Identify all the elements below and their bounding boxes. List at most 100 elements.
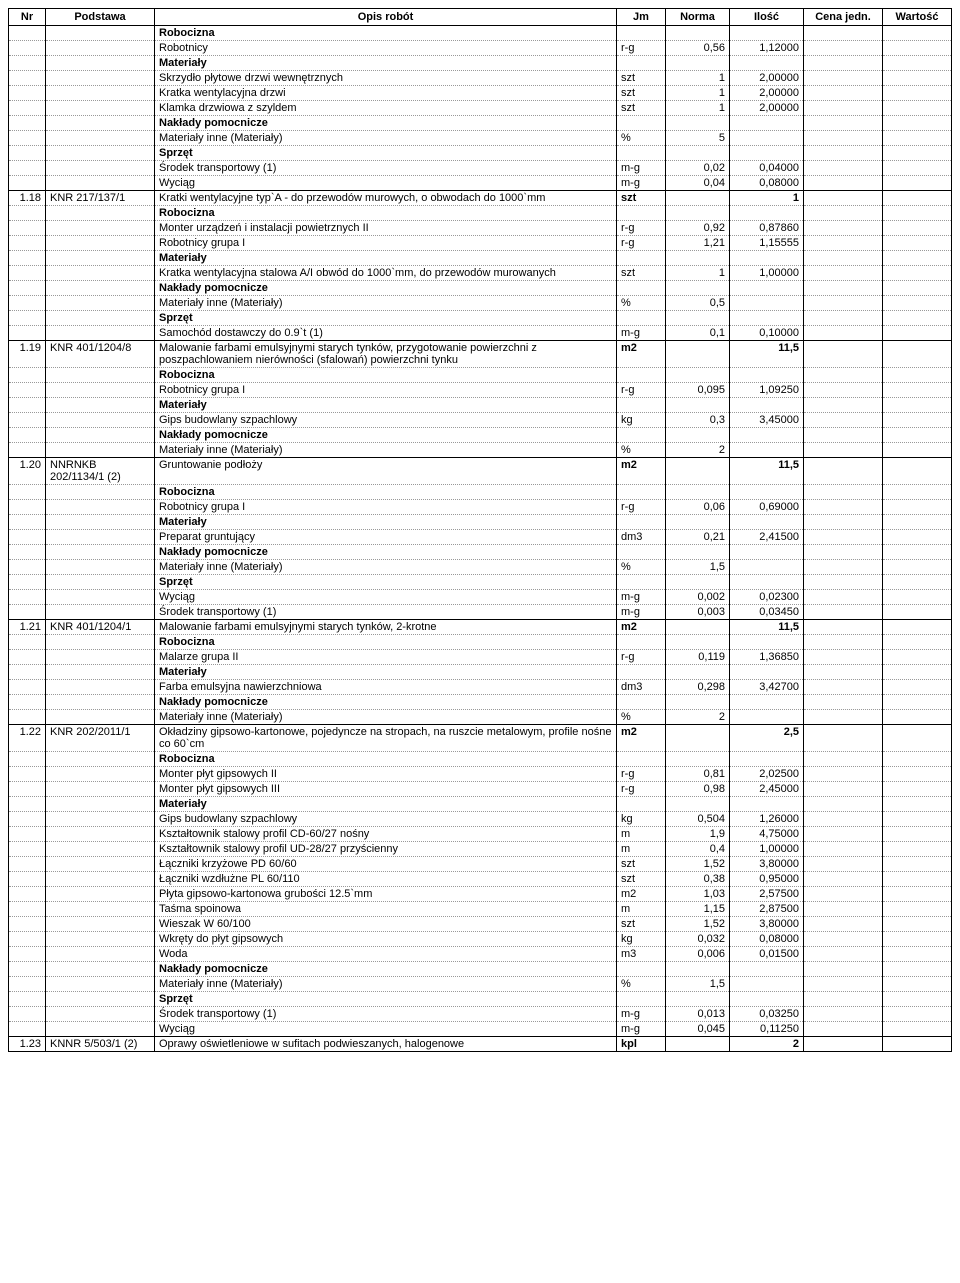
cell-podstawa <box>46 635 155 650</box>
cell-norma: 0,3 <box>666 413 730 428</box>
cell-jm: m <box>617 902 666 917</box>
cell-ilosc <box>730 710 804 725</box>
cell-jm: r-g <box>617 236 666 251</box>
cell-opis: Łączniki wzdłużne PL 60/110 <box>155 872 617 887</box>
cell-podstawa <box>46 695 155 710</box>
cell-ilosc: 2,5 <box>730 725 804 752</box>
cell-wartosc <box>883 947 952 962</box>
cell-norma: 5 <box>666 131 730 146</box>
cell-jm: kg <box>617 413 666 428</box>
cell-jm <box>617 992 666 1007</box>
cell-opis: Wyciąg <box>155 176 617 191</box>
cell-opis: Okładziny gipsowo-kartonowe, pojedyncze … <box>155 725 617 752</box>
cell-opis: Środek transportowy (1) <box>155 161 617 176</box>
cell-podstawa <box>46 485 155 500</box>
cell-jm: m-g <box>617 161 666 176</box>
cell-ilosc <box>730 398 804 413</box>
cell-jm: r-g <box>617 767 666 782</box>
table-row: Taśma spoinowam1,152,87500 <box>9 902 952 917</box>
table-row: Robocizna <box>9 485 952 500</box>
cell-ilosc: 3,45000 <box>730 413 804 428</box>
cell-wartosc <box>883 131 952 146</box>
cell-cena <box>804 500 883 515</box>
cell-norma <box>666 797 730 812</box>
cell-nr <box>9 221 46 236</box>
cell-opis: Materiały inne (Materiały) <box>155 443 617 458</box>
cell-jm <box>617 368 666 383</box>
cell-norma: 0,38 <box>666 872 730 887</box>
cell-jm: % <box>617 977 666 992</box>
cell-ilosc: 2,00000 <box>730 86 804 101</box>
cell-norma <box>666 311 730 326</box>
cell-cena <box>804 710 883 725</box>
cell-wartosc <box>883 605 952 620</box>
table-row: Środek transportowy (1)m-g0,020,04000 <box>9 161 952 176</box>
cell-jm: m <box>617 827 666 842</box>
cell-wartosc <box>883 86 952 101</box>
cell-opis: Farba emulsyjna nawierzchniowa <box>155 680 617 695</box>
cell-wartosc <box>883 680 952 695</box>
cell-ilosc: 0,02300 <box>730 590 804 605</box>
cell-cena <box>804 413 883 428</box>
table-row: Sprzęt <box>9 992 952 1007</box>
cell-opis: Materiały inne (Materiały) <box>155 560 617 575</box>
cell-wartosc <box>883 917 952 932</box>
cell-wartosc <box>883 827 952 842</box>
cell-norma: 1,15 <box>666 902 730 917</box>
cell-cena <box>804 635 883 650</box>
cell-podstawa <box>46 368 155 383</box>
table-row: 1.21KNR 401/1204/1Malowanie farbami emul… <box>9 620 952 635</box>
cell-ilosc: 0,95000 <box>730 872 804 887</box>
cell-ilosc: 3,80000 <box>730 857 804 872</box>
cell-jm: m-g <box>617 1022 666 1037</box>
cell-norma: 0,98 <box>666 782 730 797</box>
cell-wartosc <box>883 146 952 161</box>
cell-norma: 1,5 <box>666 977 730 992</box>
cell-nr <box>9 41 46 56</box>
table-row: Sprzęt <box>9 146 952 161</box>
table-row: Materiały <box>9 398 952 413</box>
cell-ilosc: 1,36850 <box>730 650 804 665</box>
cell-opis: Robotnicy <box>155 41 617 56</box>
cell-norma: 1,21 <box>666 236 730 251</box>
cell-norma <box>666 146 730 161</box>
table-row: Płyta gipsowo-kartonowa grubości 12.5`mm… <box>9 887 952 902</box>
cell-podstawa <box>46 116 155 131</box>
cell-norma <box>666 428 730 443</box>
cell-nr <box>9 650 46 665</box>
cell-norma: 2 <box>666 443 730 458</box>
cell-wartosc <box>883 71 952 86</box>
cell-opis: Środek transportowy (1) <box>155 1007 617 1022</box>
cell-ilosc <box>730 560 804 575</box>
cell-ilosc <box>730 116 804 131</box>
cell-cena <box>804 545 883 560</box>
cell-norma: 0,02 <box>666 161 730 176</box>
cell-opis: Robotnicy grupa I <box>155 500 617 515</box>
table-row: Robotnicy grupa Ir-g1,211,15555 <box>9 236 952 251</box>
cell-jm <box>617 962 666 977</box>
cell-opis: Robocizna <box>155 635 617 650</box>
cell-wartosc <box>883 56 952 71</box>
cell-jm: m2 <box>617 620 666 635</box>
cell-cena <box>804 680 883 695</box>
cell-podstawa <box>46 515 155 530</box>
cell-norma <box>666 251 730 266</box>
cell-opis: Wyciąg <box>155 590 617 605</box>
table-row: Wyciągm-g0,0450,11250 <box>9 1022 952 1037</box>
cell-podstawa <box>46 266 155 281</box>
cell-norma: 0,119 <box>666 650 730 665</box>
cell-nr <box>9 236 46 251</box>
cell-ilosc <box>730 962 804 977</box>
cell-nr <box>9 962 46 977</box>
table-row: Kształtownik stalowy profil UD-28/27 prz… <box>9 842 952 857</box>
cell-norma: 0,045 <box>666 1022 730 1037</box>
cell-ilosc <box>730 428 804 443</box>
cell-ilosc: 1 <box>730 191 804 206</box>
cell-opis: Materiały <box>155 665 617 680</box>
cell-norma: 0,298 <box>666 680 730 695</box>
cell-nr <box>9 251 46 266</box>
cell-ilosc: 1,09250 <box>730 383 804 398</box>
cell-ilosc <box>730 992 804 1007</box>
cell-cena <box>804 962 883 977</box>
cell-cena <box>804 383 883 398</box>
